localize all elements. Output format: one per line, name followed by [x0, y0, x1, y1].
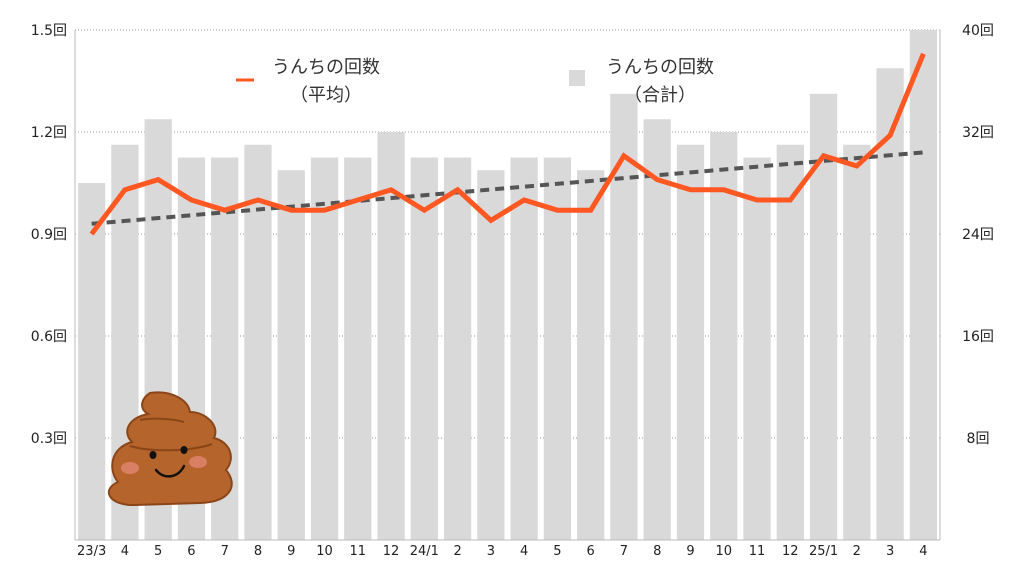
- bar-13: [510, 157, 538, 540]
- legend: うんちの回数 （平均） うんちの回数 （合計）: [236, 57, 714, 106]
- legend-total-line2: （合計）: [624, 85, 696, 106]
- bar-15: [577, 170, 605, 540]
- poop-icon: [107, 391, 233, 507]
- right-tick-label: 8回: [967, 431, 990, 447]
- bar-8: [344, 157, 372, 540]
- x-tick-label: 6: [187, 544, 195, 559]
- x-tick-label: 11: [749, 544, 766, 559]
- right-tick-label: 24回: [962, 227, 994, 243]
- bar-21: [776, 144, 804, 540]
- bar-17: [643, 119, 671, 540]
- legend-total-line1: うんちの回数: [606, 57, 714, 78]
- x-tick-label: 9: [287, 544, 295, 559]
- trendline: [91, 150, 924, 226]
- x-tick-label: 12: [782, 544, 799, 559]
- bar-23: [843, 144, 871, 540]
- x-tick-label: 3: [886, 544, 894, 559]
- x-tick-label: 10: [316, 544, 333, 559]
- left-tick-label: 0.6回: [31, 329, 67, 345]
- left-tick-label: 1.5回: [31, 23, 67, 39]
- bar-24: [876, 68, 904, 540]
- x-tick-label: 4: [919, 544, 927, 559]
- right-axis-ticks: 8回 16回 24回 32回 40回: [962, 23, 994, 447]
- bar-14: [543, 157, 572, 540]
- left-tick-label: 0.9回: [31, 227, 67, 243]
- legend-square-marker: [569, 70, 585, 86]
- legend-item-average: うんちの回数 （平均）: [236, 57, 380, 106]
- x-tick-label: 7: [221, 544, 229, 559]
- x-tick-label: 7: [620, 544, 628, 559]
- x-tick-label: 8: [254, 544, 262, 559]
- x-tick-label: 25/1: [809, 544, 838, 559]
- bar-19: [710, 132, 738, 540]
- x-tick-label: 2: [453, 544, 461, 559]
- x-tick-label: 6: [587, 544, 595, 559]
- left-tick-label: 0.3回: [31, 431, 67, 447]
- left-axis-ticks: 0.3回 0.6回 0.9回 1.2回 1.5回: [31, 23, 67, 447]
- bar-18: [676, 144, 705, 540]
- x-tick-label: 4: [121, 544, 129, 559]
- bar-0: [77, 183, 106, 540]
- right-tick-label: 40回: [962, 23, 994, 39]
- legend-item-total: うんちの回数 （合計）: [569, 57, 714, 106]
- line-series: [89, 52, 926, 236]
- left-tick-label: 1.2回: [31, 125, 67, 141]
- right-tick-label: 16回: [962, 329, 994, 345]
- x-tick-label: 9: [686, 544, 694, 559]
- bar-20: [743, 157, 771, 540]
- x-axis-ticks: 23/3 4 5 6 7 8 9 10 11 12 24/1 2 3 4 5 6 7 8 9 10 11 12 25/1 2 3…: [77, 544, 927, 559]
- x-tick-label: 11: [350, 544, 367, 559]
- legend-average-line1: うんちの回数: [272, 57, 380, 78]
- x-tick-label: 10: [715, 544, 732, 559]
- bar-6: [277, 170, 305, 540]
- x-tick-label: 8: [653, 544, 661, 559]
- bar-7: [310, 157, 339, 540]
- right-tick-label: 32回: [962, 125, 994, 141]
- x-tick-label: 3: [487, 544, 495, 559]
- bar-11: [443, 157, 472, 540]
- bar-25: [909, 30, 938, 540]
- average-line: [89, 52, 926, 236]
- x-tick-label: 5: [553, 544, 561, 559]
- legend-average-line2: （平均）: [290, 85, 362, 106]
- plot-frame: [74, 30, 941, 541]
- x-tick-label: 5: [154, 544, 162, 559]
- bar-12: [477, 170, 505, 540]
- x-tick-label: 23/3: [77, 544, 106, 559]
- bar-10: [410, 157, 438, 540]
- x-tick-label: 12: [383, 544, 400, 559]
- x-tick-label: 4: [520, 544, 528, 559]
- x-tick-label: 2: [853, 544, 861, 559]
- x-tick-label: 24/1: [410, 544, 439, 559]
- trendline-path: [91, 150, 924, 226]
